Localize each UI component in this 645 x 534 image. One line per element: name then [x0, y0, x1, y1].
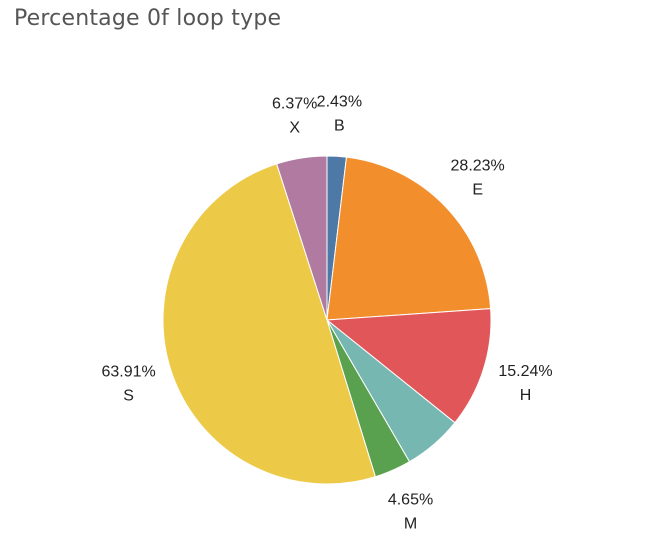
slice-percent-label: 15.24% [498, 363, 552, 380]
slice-category-label: S [123, 388, 134, 405]
pie-slice-h [325, 308, 492, 424]
pie-slice-s [162, 163, 376, 485]
slice-category-label: X [289, 120, 300, 137]
chart-title: Percentage 0f loop type [14, 6, 282, 31]
slice-percent-label: 28.23% [451, 158, 505, 175]
slice-percent-label: 2.43% [317, 93, 362, 110]
slice-percent-label: 63.91% [102, 364, 156, 381]
slice-category-label: H [520, 387, 532, 404]
pie-slice-x [276, 155, 328, 321]
slice-percent-label: 4.65% [388, 491, 433, 508]
slice-category-label: M [404, 515, 417, 532]
slice-percent-label: 6.37% [272, 96, 317, 113]
slice-category-label: B [334, 117, 345, 134]
pie-slice-e [326, 156, 492, 321]
slice-category-label: E [472, 182, 483, 199]
